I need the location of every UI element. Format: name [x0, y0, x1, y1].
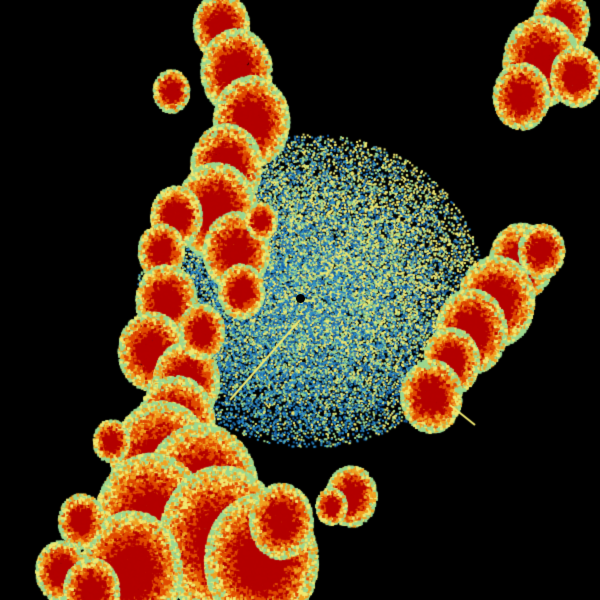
radar-site-dot [296, 294, 305, 303]
